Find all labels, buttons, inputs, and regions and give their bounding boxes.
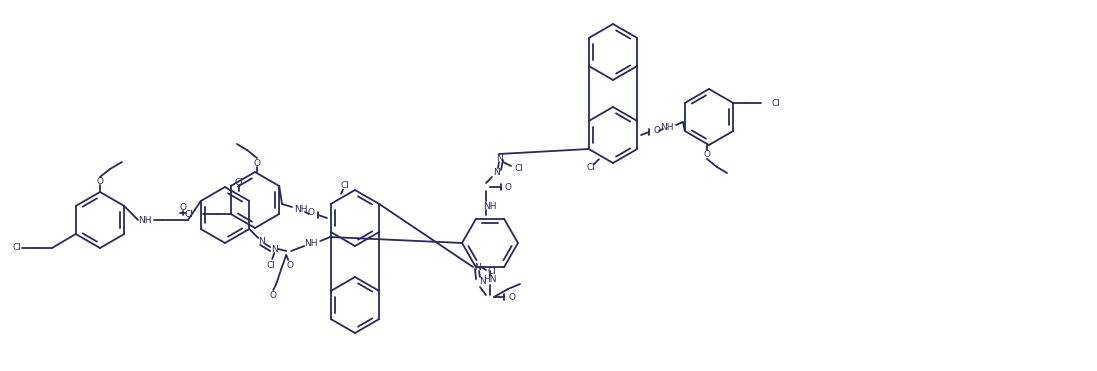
Text: Cl: Cl [235,178,244,187]
Text: N: N [474,263,480,272]
Text: Cl: Cl [514,164,523,173]
Text: O: O [509,292,516,302]
Text: Cl: Cl [267,260,275,269]
Text: Cl: Cl [487,267,497,276]
Text: NH: NH [660,122,674,131]
Text: NH: NH [305,240,318,249]
Text: Cl: Cl [185,210,194,219]
Text: NH: NH [484,201,497,210]
Text: N: N [258,236,264,246]
Text: Cl: Cl [340,181,350,190]
Text: O: O [180,203,186,211]
Text: O: O [253,158,260,167]
Text: HN: HN [484,276,497,285]
Text: O: O [505,183,511,191]
Text: O: O [307,207,315,217]
Text: N: N [493,167,499,177]
Text: N: N [478,276,485,286]
Text: O: O [97,177,103,186]
Text: Cl: Cl [12,243,21,253]
Text: Cl: Cl [771,98,780,108]
Text: O: O [286,260,294,269]
Text: O: O [703,150,711,158]
Text: N: N [496,154,502,162]
Text: NH: NH [294,204,308,213]
Text: Cl: Cl [587,163,596,172]
Text: O: O [270,292,276,301]
Text: NH: NH [138,216,151,224]
Text: O: O [654,125,660,135]
Text: N: N [271,244,278,253]
